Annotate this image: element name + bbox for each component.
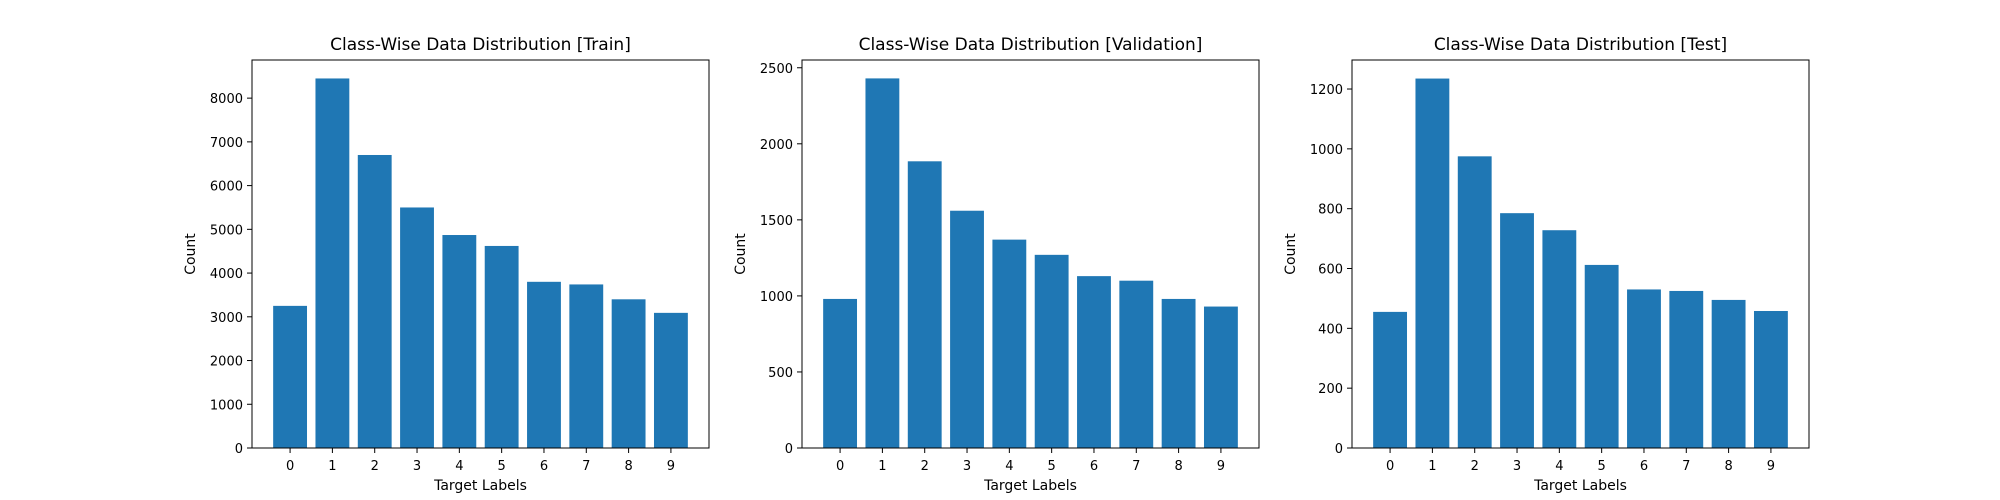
- x-axis-label: Target Labels: [983, 478, 1077, 494]
- chart-panel-1: 0 1 2 3 4 5 6 7 8 9 0 500 1000 1500 2000 2500 Class-Wise…: [733, 35, 1260, 494]
- x-tick-label: 3: [413, 459, 421, 474]
- bar-8: [1161, 298, 1196, 448]
- y-tick-label: 1000: [210, 398, 243, 413]
- x-tick-label: 4: [1005, 459, 1013, 474]
- x-tick-label: 7: [1682, 459, 1690, 474]
- bar-7: [569, 284, 604, 448]
- x-tick-label: 4: [1555, 459, 1563, 474]
- y-tick-label: 3000: [210, 311, 243, 326]
- y-tick-label: 1500: [760, 214, 793, 229]
- x-tick-label: 8: [624, 459, 632, 474]
- chart-title: Class-Wise Data Distribution [Train]: [330, 35, 631, 55]
- axes-frame: [251, 59, 710, 449]
- bar-2: [907, 161, 942, 449]
- bar-0: [823, 298, 858, 448]
- x-tick-label: 8: [1724, 459, 1732, 474]
- bar-5: [1034, 254, 1069, 448]
- bar-9: [653, 312, 688, 448]
- axes-frame: [801, 59, 1260, 449]
- x-tick-label: 3: [1513, 459, 1521, 474]
- x-tick-label: 1: [878, 459, 886, 474]
- chart-title: Class-Wise Data Distribution [Test]: [1434, 35, 1727, 55]
- chart-title: Class-Wise Data Distribution [Validation…: [859, 35, 1203, 55]
- x-tick-label: 1: [1428, 459, 1436, 474]
- bar-6: [1627, 289, 1661, 448]
- y-tick-label: 2000: [760, 138, 793, 153]
- x-tick-label: 4: [455, 459, 463, 474]
- y-tick-label: 2000: [210, 355, 243, 370]
- x-tick-label: 6: [540, 459, 548, 474]
- y-tick-label: 200: [1318, 382, 1343, 397]
- x-tick-label: 8: [1174, 459, 1182, 474]
- x-tick-label: 0: [1386, 459, 1394, 474]
- x-tick-label: 5: [1598, 459, 1606, 474]
- bar-3: [1500, 213, 1534, 448]
- x-tick-label: 2: [921, 459, 929, 474]
- y-tick-label: 500: [768, 366, 793, 381]
- y-tick-label: 1200: [1310, 83, 1343, 98]
- x-tick-label: 9: [1767, 459, 1775, 474]
- axes-frame: [1351, 59, 1810, 449]
- bar-6: [1077, 276, 1111, 448]
- x-tick-label: 7: [582, 459, 590, 474]
- bar-1: [1415, 78, 1450, 449]
- x-tick-label: 2: [371, 459, 379, 474]
- x-tick-label: 9: [667, 459, 675, 474]
- bar-0: [273, 305, 308, 448]
- bar-5: [484, 245, 519, 448]
- bar-8: [611, 299, 646, 448]
- bar-4: [442, 235, 477, 448]
- bar-1: [315, 78, 350, 449]
- bar-4: [1542, 230, 1577, 448]
- bar-7: [1669, 290, 1704, 448]
- x-tick-label: 6: [1090, 459, 1098, 474]
- bar-4: [992, 239, 1027, 448]
- y-tick-label: 0: [785, 442, 793, 457]
- y-tick-label: 1000: [760, 290, 793, 305]
- y-tick-label: 0: [1335, 442, 1343, 457]
- bar-9: [1753, 310, 1788, 448]
- y-tick-label: 800: [1318, 203, 1343, 218]
- x-tick-label: 6: [1640, 459, 1648, 474]
- bar-2: [357, 154, 392, 449]
- bar-0: [1373, 311, 1408, 448]
- y-tick-label: 1000: [1310, 143, 1343, 158]
- bar-6: [527, 281, 561, 448]
- bar-1: [865, 78, 900, 449]
- y-tick-label: 8000: [210, 92, 243, 107]
- y-tick-label: 6000: [210, 180, 243, 195]
- y-tick-label: 400: [1318, 322, 1343, 337]
- x-tick-label: 3: [963, 459, 971, 474]
- bar-5: [1584, 264, 1619, 448]
- x-tick-label: 0: [286, 459, 294, 474]
- chart-panel-0: 0 1 2 3 4 5 6 7 8 9 0 1000 2000 3000 4000 5000 6000 7000 8…: [183, 35, 710, 494]
- bar-7: [1119, 280, 1154, 448]
- x-tick-label: 5: [498, 459, 506, 474]
- x-tick-label: 0: [836, 459, 844, 474]
- x-tick-label: 2: [1471, 459, 1479, 474]
- x-tick-label: 1: [328, 459, 336, 474]
- x-tick-label: 7: [1132, 459, 1140, 474]
- y-axis-label: Count: [733, 233, 749, 275]
- y-tick-label: 4000: [210, 267, 243, 282]
- y-axis-label: Count: [183, 233, 199, 275]
- y-tick-label: 0: [235, 442, 243, 457]
- x-tick-label: 5: [1048, 459, 1056, 474]
- chart-panel-2: 0 1 2 3 4 5 6 7 8 9 0 200 400 600 800 1000 1200 Class-Wis…: [1283, 35, 1810, 494]
- bar-9: [1203, 306, 1238, 448]
- bar-3: [950, 210, 984, 448]
- bar-8: [1711, 299, 1746, 448]
- bar-2: [1457, 156, 1492, 448]
- x-axis-label: Target Labels: [1533, 478, 1627, 494]
- x-axis-label: Target Labels: [433, 478, 527, 494]
- y-tick-label: 2500: [760, 62, 793, 77]
- bar-3: [400, 207, 434, 448]
- x-tick-label: 9: [1217, 459, 1225, 474]
- y-tick-label: 600: [1318, 263, 1343, 278]
- y-tick-label: 5000: [210, 223, 243, 238]
- y-tick-label: 7000: [210, 136, 243, 151]
- y-axis-label: Count: [1283, 233, 1299, 275]
